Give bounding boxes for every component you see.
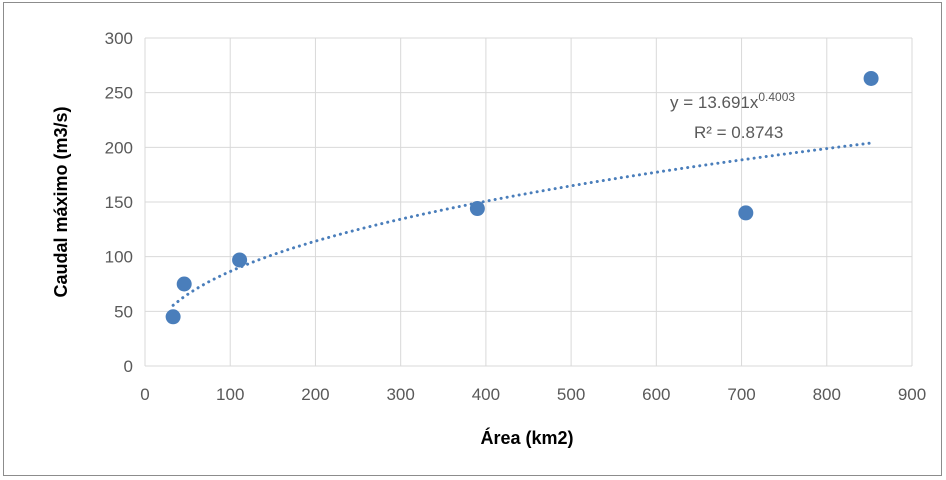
x-tick-label: 700	[727, 385, 755, 404]
x-tick-label: 900	[898, 385, 926, 404]
x-tick-label: 800	[813, 385, 841, 404]
x-axis-title: Área (km2)	[480, 427, 573, 448]
x-axis-ticks: 0 100 200 300 400 500 600 700 800 900	[140, 385, 926, 404]
data-point	[738, 205, 754, 221]
x-tick-label: 0	[140, 385, 149, 404]
x-tick-label: 300	[386, 385, 414, 404]
y-tick-label: 300	[105, 29, 133, 48]
y-axis-title: Caudal máximo (m3/s)	[51, 106, 71, 297]
y-tick-label: 250	[105, 84, 133, 103]
x-tick-label: 600	[642, 385, 670, 404]
data-point	[469, 201, 485, 217]
data-point	[232, 252, 248, 268]
x-tick-label: 400	[472, 385, 500, 404]
power-trendline	[171, 141, 873, 307]
grid-lines	[144, 37, 913, 367]
trendline-r-squared: R² = 0.8743	[694, 123, 783, 142]
y-axis-ticks: 0 50 100 150 200 250 300	[105, 29, 133, 376]
y-tick-label: 50	[114, 302, 133, 321]
data-point	[176, 276, 192, 292]
y-tick-label: 0	[124, 357, 133, 376]
trendline-equation-exponent: 0.4003	[758, 90, 795, 104]
trendline-equation: y = 13.691x0.4003	[670, 90, 795, 112]
chart-frame	[3, 2, 942, 476]
data-points	[165, 70, 879, 325]
y-tick-label: 150	[105, 193, 133, 212]
data-point	[165, 309, 181, 325]
trendline-equation-base: y = 13.691x	[670, 93, 759, 112]
y-tick-label: 100	[105, 248, 133, 267]
x-tick-label: 500	[557, 385, 585, 404]
y-tick-label: 200	[105, 138, 133, 157]
x-tick-label: 100	[216, 385, 244, 404]
x-tick-label: 200	[301, 385, 329, 404]
trendline-layer	[171, 141, 873, 307]
data-point	[863, 70, 879, 86]
